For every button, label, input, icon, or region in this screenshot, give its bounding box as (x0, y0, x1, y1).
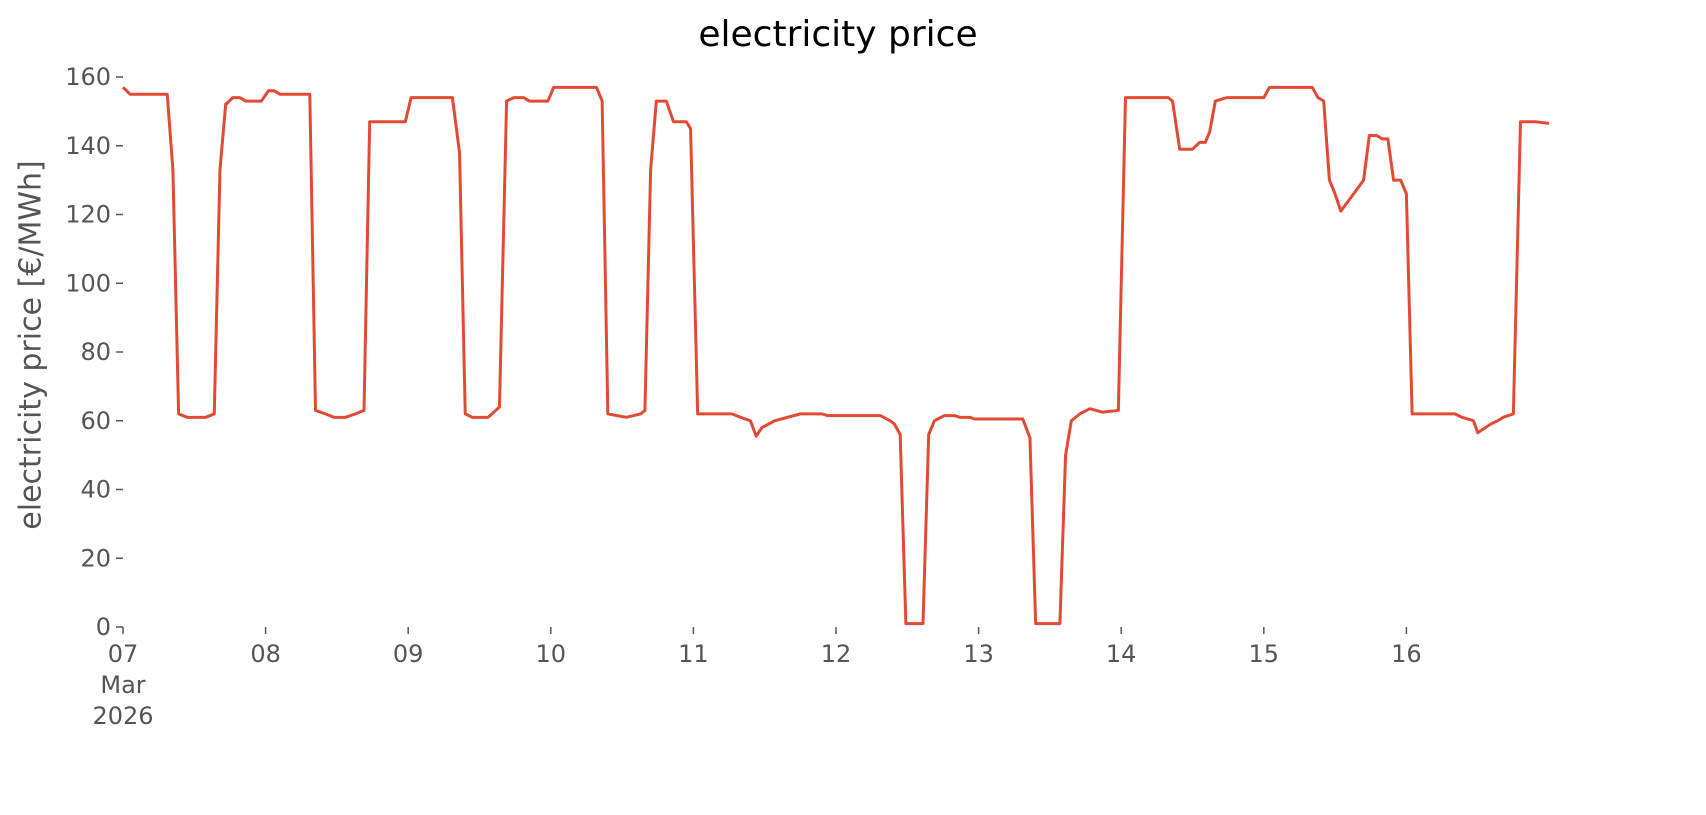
x-tick-label: 08 (250, 640, 281, 668)
x-tick-label: 10 (535, 640, 567, 668)
x-tick-label: 13 (963, 640, 994, 668)
y-tick-label: 80 (80, 338, 111, 366)
y-tick-label: 160 (65, 63, 111, 91)
x-tick-label: 16 (1391, 640, 1422, 668)
x-tick-label: 15 (1248, 640, 1280, 668)
y-axis-label: electricity price [€/MWh] (14, 160, 49, 529)
chart-title: electricity price (698, 14, 977, 55)
x-tick-label: 14 (1105, 640, 1137, 668)
x-tick-label: 09 (392, 640, 424, 668)
y-tick-label: 40 (80, 476, 111, 504)
x-tick-label: 12 (820, 640, 852, 668)
y-tick-label: 0 (96, 613, 111, 641)
y-tick-label: 100 (65, 269, 111, 297)
y-tick-label: 120 (65, 201, 111, 229)
x-tick-label: 07 Mar 2026 (92, 640, 154, 730)
y-tick-label: 20 (80, 544, 111, 572)
line (121, 85, 1550, 626)
y-tick-label: 140 (65, 132, 111, 160)
x-tick-label: 11 (678, 640, 709, 668)
y-tick-label: 60 (80, 407, 111, 435)
